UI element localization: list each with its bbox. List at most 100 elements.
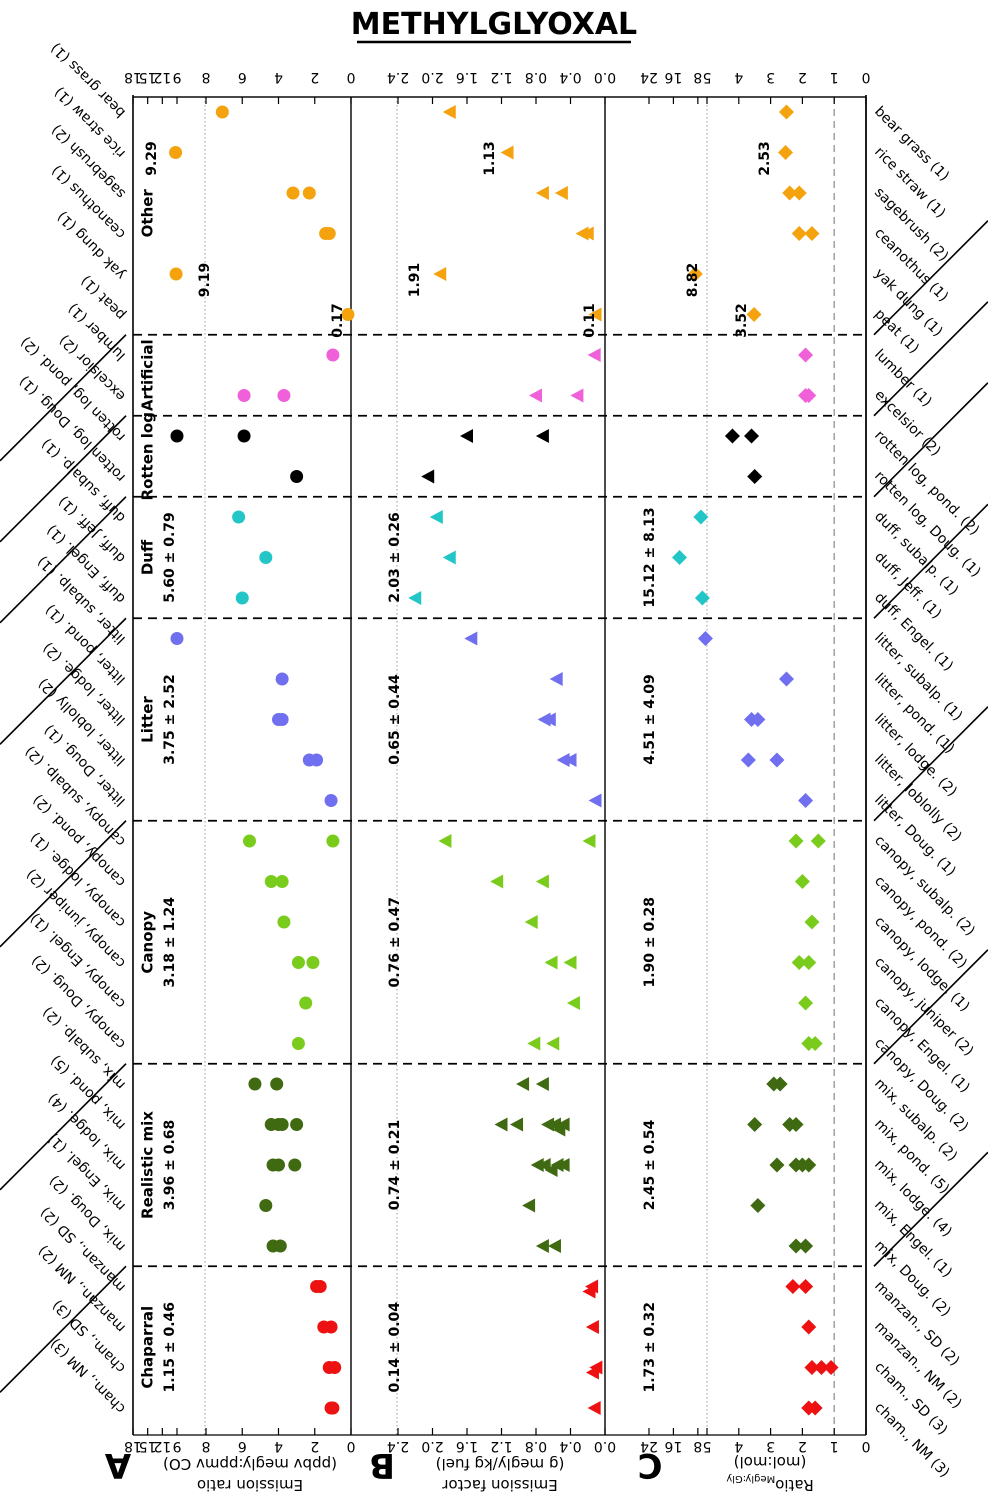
data-point-a — [275, 672, 289, 686]
tick-label-c-top: 1 — [830, 69, 839, 85]
data-point-a — [275, 875, 289, 888]
tick-label-b-top: 0.4 — [559, 69, 581, 85]
data-point-c — [785, 1279, 801, 1294]
data-point-c — [791, 226, 807, 241]
tick-label-c-top: 16 — [664, 69, 682, 85]
group-name-label: Artificial — [139, 339, 157, 411]
data-point-a — [266, 1158, 280, 1172]
group-name-label: Litter — [139, 696, 157, 743]
data-point-b — [547, 1117, 561, 1132]
data-point-a — [341, 308, 355, 321]
data-point-b — [522, 1198, 536, 1213]
offscale-annotation-b: 1.91 — [407, 263, 423, 298]
data-point-a — [248, 1077, 262, 1091]
tick-label-b-top: 0.0 — [594, 69, 616, 85]
fuel-label-divider-right — [873, 301, 988, 417]
data-point-b — [554, 186, 568, 200]
fuel-label-divider-right — [873, 1151, 988, 1267]
tick-label-a-top: 8 — [202, 69, 211, 85]
data-point-b — [442, 105, 456, 119]
tick-label-c-bottom: 24 — [640, 1438, 658, 1454]
data-point-c — [810, 833, 826, 849]
group-stat-b: 0.14 ± 0.04 — [387, 1302, 403, 1393]
data-point-b — [556, 753, 570, 767]
data-point-c — [750, 1198, 766, 1213]
data-point-a — [288, 1158, 302, 1172]
group-stat-c: 1.90 ± 0.28 — [642, 897, 658, 988]
data-point-b — [541, 1117, 555, 1132]
data-point-b — [516, 1077, 530, 1091]
fuel-label-divider-right — [873, 382, 988, 498]
data-point-a — [243, 834, 256, 848]
annotations: 9.29 9.19 0.17 1.13 1.91 0.11 2.53 8.82 3.52 — [144, 141, 773, 338]
data-point-c — [794, 874, 810, 889]
fuel-label-divider-left — [0, 617, 127, 745]
panel-c-ylabel-line2: (mol:mol) — [734, 1453, 807, 1471]
data-point-a — [326, 834, 340, 848]
group-stat-b: 0.74 ± 0.21 — [387, 1120, 403, 1211]
data-point-b — [535, 1077, 549, 1091]
tick-label-b-bottom: 1.2 — [490, 1438, 512, 1454]
data-point-b — [585, 1320, 599, 1334]
panel-a-ylabel-line2: (ppbv megly:ppmv CO) — [163, 1455, 337, 1473]
data-point-b — [566, 996, 580, 1010]
data-point-a — [235, 591, 249, 605]
tick-label-b-top: 2.4 — [387, 69, 409, 85]
data-point-a — [169, 267, 183, 281]
data-point-b — [510, 1117, 524, 1132]
data-point-c — [747, 1117, 763, 1132]
data-point-b — [537, 1158, 551, 1172]
data-point-c — [747, 469, 763, 484]
data-point-a — [299, 996, 313, 1010]
data-point-c — [798, 1279, 814, 1294]
tick-label-c-bottom: 0 — [862, 1438, 871, 1454]
offscale-annotation-a: 9.19 — [197, 263, 213, 298]
data-point-a — [232, 510, 246, 524]
data-point-a — [302, 186, 316, 200]
data-point-c — [788, 833, 804, 849]
tick-label-a-top: 9 — [173, 69, 182, 85]
data-point-c — [687, 266, 703, 282]
data-point-a — [306, 956, 320, 969]
tick-label-c-bottom: 1 — [830, 1438, 839, 1454]
tick-label-b-top: 1.2 — [490, 69, 512, 85]
data-point-a — [170, 632, 184, 645]
tick-label-c-top: 8 — [693, 69, 702, 85]
group-separators — [133, 333, 866, 1268]
data-point-b — [530, 1158, 544, 1172]
tick-label-b-bottom: 0.0 — [594, 1438, 616, 1454]
data-point-a — [259, 1199, 273, 1212]
tick-label-b-bottom: 2.4 — [387, 1438, 409, 1454]
data-point-b — [535, 186, 549, 200]
data-point-a — [259, 551, 273, 564]
data-point-c — [766, 1076, 782, 1092]
data-point-c — [788, 1157, 804, 1173]
offscale-annotation-c: 3.52 — [734, 303, 750, 338]
tick-label-a-bottom: 8 — [202, 1438, 211, 1454]
data-point-c — [798, 793, 814, 808]
grid-layer — [204, 97, 835, 1435]
offscale-annotation-c: 8.82 — [685, 263, 701, 298]
data-point-c — [769, 1157, 785, 1173]
data-point-b — [549, 672, 563, 686]
data-point-a — [170, 429, 184, 443]
data-point-c — [672, 550, 688, 565]
data-point-a — [264, 1118, 278, 1131]
group-stat-c: 1.73 ± 0.32 — [642, 1302, 658, 1393]
data-point-b — [490, 874, 504, 889]
panel-letter-b: B — [369, 1445, 395, 1485]
fuel-label-divider-left — [0, 1063, 127, 1191]
tick-label-a-bottom: 4 — [274, 1438, 283, 1454]
tick-label-a-bottom: 9 — [173, 1438, 182, 1454]
data-point-b — [570, 388, 584, 403]
tick-label-a-bottom: 6 — [238, 1438, 247, 1454]
data-point-c — [769, 752, 785, 768]
data-point-b — [588, 793, 602, 808]
data-point-c — [744, 712, 760, 727]
tick-label-c-bottom: 3 — [766, 1438, 775, 1454]
tick-label-c-bottom: 16 — [664, 1438, 682, 1454]
data-point-b — [544, 955, 558, 970]
data-point-c — [804, 1360, 820, 1375]
fuel-label-divider-left — [0, 820, 127, 948]
tick-label-c-bottom: 2 — [798, 1438, 807, 1454]
